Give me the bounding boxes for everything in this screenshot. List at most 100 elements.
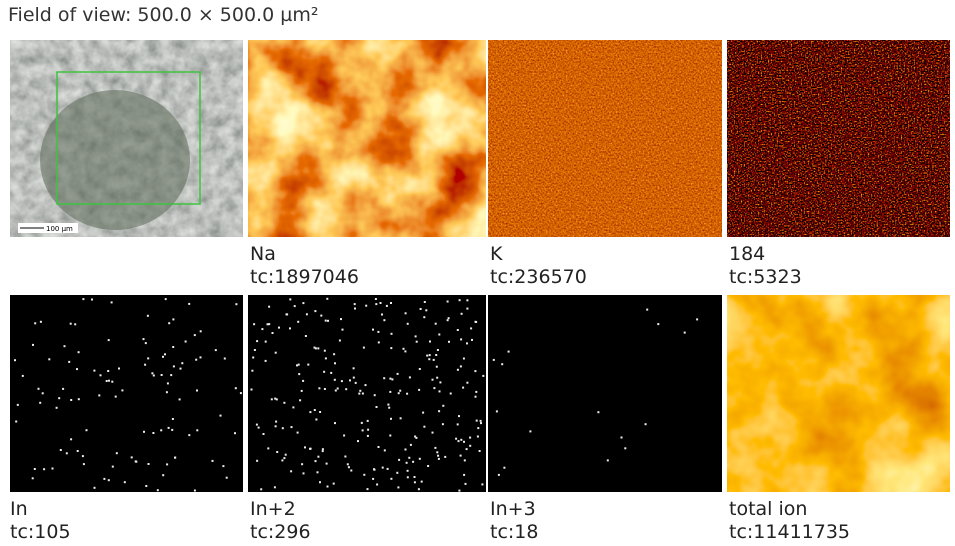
ion-pixel: [345, 388, 347, 390]
ion-pixel: [391, 378, 393, 380]
ion-pixel: [98, 394, 100, 396]
ion-pixel: [254, 349, 256, 351]
total-ion-map: [727, 295, 950, 492]
ion-pixel: [275, 352, 277, 354]
ion-pixel: [290, 470, 292, 472]
ion-pixel: [251, 370, 253, 372]
ion-pixel: [103, 478, 105, 480]
ion-pixel: [224, 358, 226, 360]
ion-pixel: [415, 335, 417, 337]
ion-pixel: [460, 455, 462, 457]
ion-pixel: [347, 463, 349, 465]
ion-pixel: [363, 474, 365, 476]
ion-pixel: [390, 302, 392, 304]
ion-pixel: [301, 463, 303, 465]
ion-pixel: [83, 463, 85, 465]
ion-pixel: [301, 390, 303, 392]
ion-pixel: [258, 427, 260, 429]
ion-pixel: [212, 460, 214, 462]
ion-pixel: [334, 362, 336, 364]
ion-pixel: [466, 382, 468, 384]
ion-pixel: [180, 368, 182, 370]
ion-pixel: [458, 490, 460, 492]
ion-pixel: [86, 429, 88, 431]
ion-pixel: [407, 476, 409, 478]
ion-pixel: [131, 456, 133, 458]
ion-pixel: [390, 478, 392, 480]
ion-pixel: [426, 355, 428, 357]
ion-pixel: [333, 483, 335, 485]
ion-pixel: [340, 318, 342, 320]
ion-pixel: [400, 417, 402, 419]
ion-pixel: [342, 329, 344, 331]
ion-pixel: [327, 486, 329, 488]
in3-map: [488, 295, 722, 492]
ion-pixel: [399, 390, 401, 392]
ion-pixel: [508, 351, 510, 353]
ion-pixel: [162, 474, 164, 476]
total-count: tc:1897046: [250, 266, 359, 289]
ion-pixel: [475, 391, 477, 393]
ion-pixel: [276, 451, 278, 453]
ion-pixel: [310, 448, 312, 450]
ion-pixel: [387, 404, 389, 406]
ion-pixel: [168, 427, 170, 429]
ion-pixel: [160, 429, 162, 431]
ion-pixel: [367, 488, 369, 490]
ion-pixel: [438, 334, 440, 336]
ion-pixel: [70, 438, 72, 440]
ion-pixel: [118, 368, 120, 370]
ion-pixel: [157, 489, 159, 491]
ion-pixel: [388, 407, 390, 409]
ion-name: 184: [729, 243, 802, 266]
ion-pixel: [318, 387, 320, 389]
ion-pixel: [322, 448, 324, 450]
ion-pixel: [435, 354, 437, 356]
ion-pixel: [107, 370, 109, 372]
ion-pixel: [375, 298, 377, 300]
ion-pixel: [375, 303, 377, 305]
ion-pixel: [317, 456, 319, 458]
in-map: [10, 295, 243, 492]
ion-pixel: [334, 422, 336, 424]
ion-pixel: [121, 389, 123, 391]
ion-pixel: [268, 323, 270, 325]
ion-pixel: [410, 444, 412, 446]
ion-pixel: [376, 484, 378, 486]
ion-pixel: [226, 477, 228, 479]
ion-pixel: [135, 461, 137, 463]
ion-pixel: [380, 302, 382, 304]
ion-pixel: [144, 364, 146, 366]
ion-pixel: [93, 370, 95, 372]
ion-pixel: [438, 410, 440, 412]
ion-pixel: [396, 472, 398, 474]
ion-pixel: [354, 308, 356, 310]
ion-pixel: [292, 406, 294, 408]
ion-pixel: [315, 419, 317, 421]
ion-pixel: [372, 478, 374, 480]
ion-pixel: [282, 427, 284, 429]
ion-pixel: [476, 420, 478, 422]
ion-pixel: [466, 308, 468, 310]
ion-pixel: [111, 301, 113, 303]
ion-pixel: [307, 364, 309, 366]
ion-pixel: [376, 406, 378, 408]
ion-pixel: [389, 435, 391, 437]
ion-pixel: [40, 321, 42, 323]
ion-pixel: [389, 378, 391, 380]
ion-pixel: [434, 447, 436, 449]
ion-pixel: [315, 460, 317, 462]
ion-pixel: [76, 368, 78, 370]
ion-pixel: [320, 315, 322, 317]
ion-pixel: [215, 349, 217, 351]
ion-pixel: [462, 387, 464, 389]
ion-pixel: [172, 318, 174, 320]
ion-pixel: [463, 474, 465, 476]
ion-pixel: [297, 321, 299, 323]
ion-pixel: [436, 451, 438, 453]
scale-bar-label: 100 µm: [46, 225, 73, 233]
ion-pixel: [34, 322, 36, 324]
ion-pixel: [367, 429, 369, 431]
ion-pixel: [314, 347, 316, 349]
